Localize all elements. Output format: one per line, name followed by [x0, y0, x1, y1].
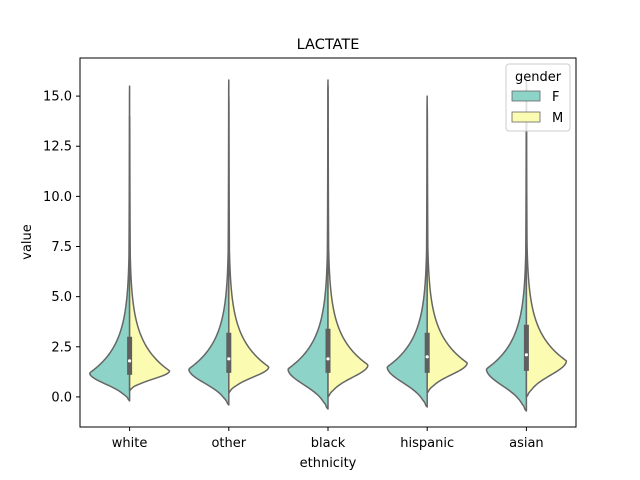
violin-half-f — [485, 83, 528, 412]
legend-label-f: F — [552, 90, 559, 105]
median-dot — [128, 359, 132, 363]
violin-half-m — [128, 115, 171, 392]
violin-half-m — [426, 105, 468, 394]
y-tick-label: 2.5 — [51, 340, 72, 355]
violin-half-f — [287, 79, 329, 410]
legend-label-m: M — [552, 111, 563, 126]
y-tick-label: 15.0 — [43, 90, 72, 105]
violin-half-m — [327, 85, 369, 398]
x-tick-label: black — [311, 436, 346, 451]
violin-black — [287, 79, 369, 410]
x-tick-label: asian — [509, 436, 544, 451]
y-axis-label: value — [20, 224, 35, 260]
y-tick-label: 10.0 — [43, 190, 72, 205]
chart-title: LACTATE — [297, 37, 360, 53]
legend-swatch-f — [511, 90, 541, 102]
median-dot — [227, 357, 231, 361]
y-tick-label: 12.5 — [43, 140, 72, 155]
y-tick-label: 0.0 — [51, 390, 72, 405]
violin-hispanic — [386, 95, 468, 408]
median-dot — [326, 357, 330, 361]
plot-area-frame — [79, 57, 577, 428]
violin-other — [188, 79, 270, 406]
x-tick-label: other — [211, 436, 246, 451]
violin-white — [88, 85, 171, 402]
violin-half-f — [188, 79, 230, 406]
y-axis: 0.0 2.5 5.0 7.5 10.0 12.5 15.0 — [43, 90, 80, 405]
x-tick-label: hispanic — [400, 436, 454, 451]
x-axis-label: ethnicity — [300, 456, 357, 471]
violin-half-f — [88, 85, 131, 402]
legend: gender F M — [505, 63, 571, 132]
x-tick-label: white — [112, 436, 148, 451]
legend-title: gender — [515, 70, 562, 85]
x-axis: white other black hispanic asian — [112, 427, 544, 451]
violin-half-m — [228, 95, 270, 394]
violin-half-f — [386, 95, 428, 408]
median-dot — [425, 355, 429, 359]
y-tick-label: 5.0 — [51, 290, 72, 305]
legend-swatch-m — [511, 111, 541, 123]
y-tick-label: 7.5 — [51, 240, 72, 255]
violins-layer — [88, 79, 568, 412]
median-dot — [524, 353, 529, 357]
